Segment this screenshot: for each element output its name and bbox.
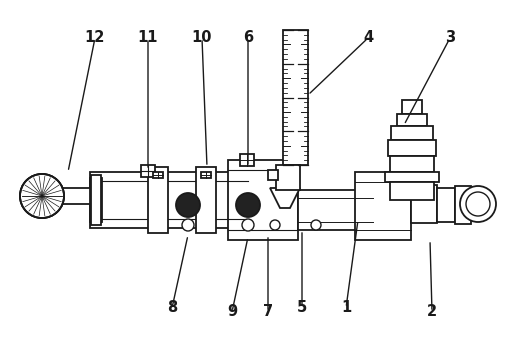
Bar (276, 165, 300, 190)
Text: 12: 12 (85, 30, 105, 45)
Text: 3: 3 (445, 30, 455, 45)
Circle shape (20, 174, 64, 218)
Bar (355, 172, 411, 240)
Text: 11: 11 (138, 30, 158, 45)
Polygon shape (270, 188, 300, 208)
Text: 8: 8 (167, 300, 177, 316)
Bar (268, 170, 278, 180)
Circle shape (460, 186, 496, 222)
Bar (141, 165, 155, 177)
Circle shape (311, 220, 321, 230)
Bar (91, 175, 101, 225)
Bar (196, 167, 216, 233)
Bar (148, 167, 168, 233)
Bar (201, 172, 211, 178)
Text: 9: 9 (227, 304, 237, 319)
Bar (283, 30, 308, 165)
Bar (455, 186, 471, 224)
Circle shape (242, 219, 254, 231)
Text: 2: 2 (427, 304, 437, 319)
Text: 10: 10 (192, 30, 212, 45)
Bar (63, 188, 91, 204)
Circle shape (182, 219, 194, 231)
Bar (437, 188, 455, 222)
Text: 5: 5 (297, 300, 307, 316)
Bar (391, 126, 433, 140)
Bar (411, 185, 437, 223)
Circle shape (270, 220, 280, 230)
Text: 7: 7 (263, 304, 273, 319)
Circle shape (176, 193, 200, 217)
Bar (153, 172, 163, 178)
Bar (298, 190, 373, 230)
Bar (90, 172, 248, 228)
Circle shape (20, 174, 64, 218)
Circle shape (466, 192, 490, 216)
Text: 1: 1 (341, 300, 351, 316)
Bar (402, 100, 422, 114)
Bar (385, 172, 439, 182)
Bar (228, 160, 298, 240)
Bar (390, 182, 434, 200)
Bar (388, 140, 436, 156)
Bar (390, 156, 434, 172)
Text: 6: 6 (243, 30, 253, 45)
Bar (240, 154, 254, 166)
Bar (411, 198, 478, 216)
Bar (397, 114, 427, 126)
Text: 4: 4 (363, 30, 373, 45)
Bar (90, 178, 102, 222)
Circle shape (236, 193, 260, 217)
